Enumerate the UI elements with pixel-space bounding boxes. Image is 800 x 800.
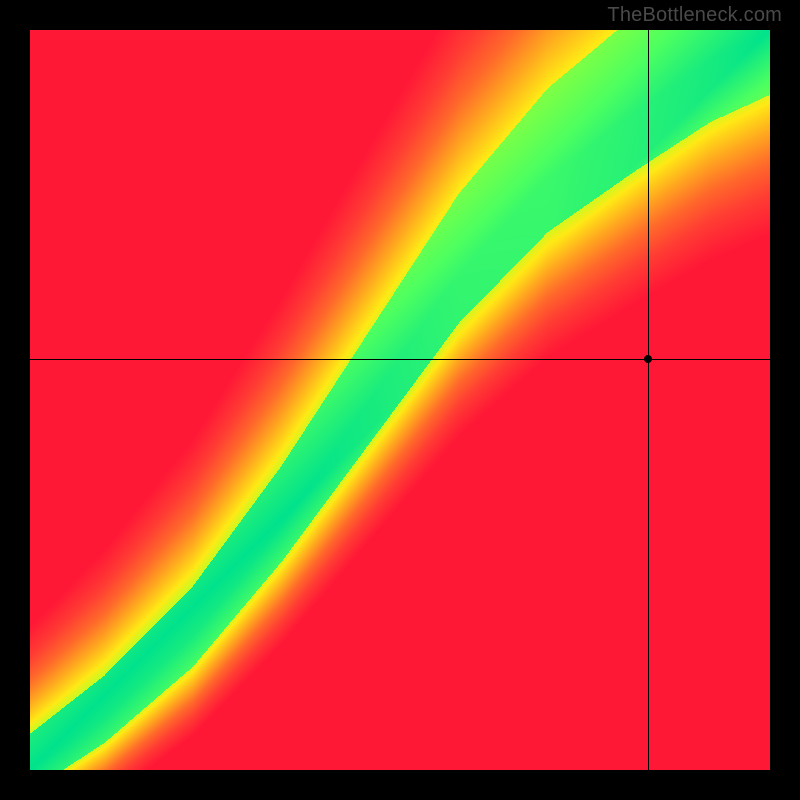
crosshair-vertical [648,30,649,770]
crosshair-horizontal [30,359,770,360]
watermark-text: TheBottleneck.com [607,4,782,27]
plot-area [30,30,770,770]
crosshair-marker [644,355,652,363]
heatmap-canvas [30,30,770,770]
